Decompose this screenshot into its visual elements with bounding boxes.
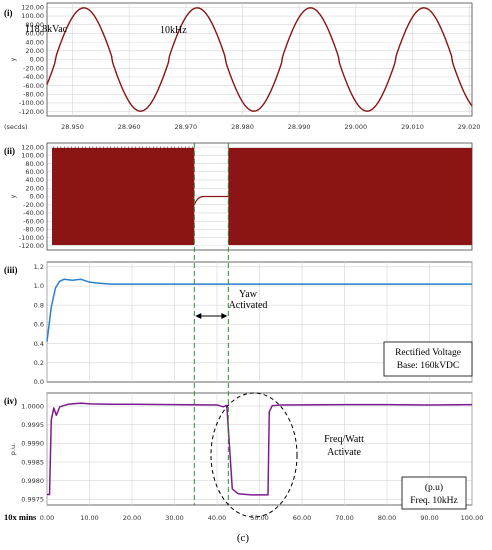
y-tick-label: 60.00 bbox=[25, 168, 44, 176]
y-tick-label: 0.9985 bbox=[21, 458, 44, 466]
y-tick-label: -20.00 bbox=[23, 64, 44, 72]
y-axis-label: y bbox=[9, 57, 17, 61]
frequency-base-label: Freq. 10kHz bbox=[410, 496, 458, 506]
x-tick-label: 20.00 bbox=[123, 514, 142, 522]
y-tick-label: 40.00 bbox=[25, 38, 44, 46]
y-tick-label: -120.00 bbox=[19, 242, 44, 250]
y-tick-label: 100.00 bbox=[21, 12, 44, 20]
y-tick-label: 80.00 bbox=[25, 21, 44, 29]
x-tick-label: 50.00 bbox=[250, 514, 269, 522]
x-tick-label: 28.980 bbox=[231, 123, 254, 131]
series-line-frequency bbox=[47, 402, 473, 496]
yaw-annotation-line1: Yaw bbox=[239, 289, 258, 300]
rectified-voltage-legend-box bbox=[383, 341, 473, 377]
y-tick-label: 0.6 bbox=[34, 321, 44, 329]
y-axis-label: p.u. bbox=[9, 443, 17, 455]
y-tick-label: 0.00 bbox=[30, 193, 44, 201]
y-tick-label: 0.9975 bbox=[21, 496, 44, 504]
waveform-envelope-left bbox=[52, 147, 195, 246]
y-tick-label: 20.00 bbox=[25, 47, 44, 55]
voltage-annotation: 118.8kVac bbox=[25, 24, 68, 35]
rectified-voltage-label: Rectified Voltage bbox=[395, 347, 461, 358]
x-tick-label: 29.000 bbox=[344, 123, 367, 131]
y-tick-label: 100.00 bbox=[21, 152, 44, 160]
panel-iii: 1.2 1.0 0.8 0.6 0.4 0.2 0.0 bbox=[34, 261, 473, 386]
y-tick-label: -80.00 bbox=[23, 226, 44, 234]
y-tick-label: 1.0 bbox=[34, 282, 44, 290]
y-tick-label: 0.2 bbox=[34, 359, 44, 367]
y-tick-label: 0.9995 bbox=[21, 421, 44, 429]
freq-watt-annotation-line1: Freq/Watt bbox=[324, 434, 364, 445]
panel-iv: 1.0000 0.9995 0.9990 0.9985 0.9980 0.9975 p.u.… bbox=[9, 392, 484, 522]
y-tick-label: 0.9980 bbox=[21, 477, 44, 485]
freq-watt-annotation-line2: Activate bbox=[327, 447, 361, 458]
frequency-legend-box bbox=[401, 476, 467, 510]
y-tick-label: 120.00 bbox=[21, 4, 44, 12]
arrowhead-right bbox=[221, 313, 228, 319]
y-tick-label: -100.00 bbox=[19, 99, 44, 107]
x-unit-label-top: (secds) bbox=[4, 123, 28, 131]
waveform-envelope-right bbox=[228, 147, 472, 246]
x-tick-label: 100.00 bbox=[461, 514, 484, 522]
panel-label-iii: (iii) bbox=[4, 265, 18, 275]
y-tick-label: 0.8 bbox=[34, 301, 44, 309]
y-tick-label: 0.0 bbox=[34, 378, 44, 386]
frequency-annotation: 10kHz bbox=[160, 25, 187, 36]
waveform-decay-line bbox=[193, 195, 229, 205]
y-tick-label: 1.2 bbox=[34, 263, 44, 271]
pu-label: (p.u) bbox=[425, 482, 443, 493]
y-tick-label: -40.00 bbox=[23, 209, 44, 217]
y-tick-label: -80.00 bbox=[23, 90, 44, 98]
series-line-rectified-voltage bbox=[46, 278, 472, 342]
y-tick-label: -40.00 bbox=[23, 73, 44, 81]
x-tick-label: 10.00 bbox=[80, 514, 99, 522]
x-tick-label: 28.950 bbox=[61, 123, 84, 131]
y-tick-label: 0.00 bbox=[30, 56, 44, 64]
y-tick-label: 0.4 bbox=[34, 340, 44, 348]
x-tick-label: 30.00 bbox=[165, 514, 184, 522]
x-tick-label: 29.020 bbox=[458, 123, 481, 131]
base-voltage-label: Base: 160kVDC bbox=[397, 361, 460, 371]
x-tick-label: 28.970 bbox=[174, 123, 197, 131]
y-tick-label: -100.00 bbox=[19, 234, 44, 242]
panel-label-iv: (iv) bbox=[4, 396, 17, 406]
arrowhead-left bbox=[195, 313, 202, 319]
panel-ii: 120.00100.0080.0060.0040.0020.000.00-20.… bbox=[9, 142, 473, 251]
x-tick-label: 28.990 bbox=[288, 123, 311, 131]
figure-label: (c) bbox=[237, 532, 250, 544]
x-unit-label-bottom: 10x mins bbox=[4, 512, 37, 522]
x-tick-label: 90.00 bbox=[420, 514, 439, 522]
y-tick-label: 60.00 bbox=[25, 30, 44, 38]
y-tick-label: 40.00 bbox=[25, 176, 44, 184]
panel-label-i: (i) bbox=[4, 8, 13, 18]
x-tick-label: 0.00 bbox=[40, 514, 54, 522]
y-tick-label: 20.00 bbox=[25, 184, 44, 192]
annotation-overlay bbox=[193, 143, 298, 518]
y-tick-label: -20.00 bbox=[23, 201, 44, 209]
freq-watt-highlight-ellipse bbox=[210, 392, 298, 518]
y-tick-label: -120.00 bbox=[19, 108, 44, 116]
x-tick-label: 40.00 bbox=[208, 514, 227, 522]
y-tick-label: 1.0000 bbox=[21, 402, 44, 410]
x-tick-label: 70.00 bbox=[335, 514, 354, 522]
plot-frame bbox=[46, 2, 473, 117]
x-tick-label: 80.00 bbox=[378, 514, 397, 522]
x-tick-label: 60.00 bbox=[293, 514, 312, 522]
series-line-ac-voltage bbox=[46, 7, 473, 112]
x-tick-label: 28.960 bbox=[118, 123, 141, 131]
yaw-annotation-line2: Activated bbox=[229, 300, 268, 311]
y-tick-label: 120.00 bbox=[21, 143, 44, 151]
y-tick-label: -60.00 bbox=[23, 217, 44, 225]
panel-label-ii: (ii) bbox=[4, 146, 15, 156]
y-tick-label: 80.00 bbox=[25, 160, 44, 168]
y-tick-label: -60.00 bbox=[23, 82, 44, 90]
y-tick-label: 0.9990 bbox=[21, 440, 44, 448]
x-tick-label: 29.010 bbox=[401, 123, 424, 131]
panel-i: 120.00100.0080.0060.0040.0020.000.00-20.… bbox=[9, 2, 481, 131]
y-axis-label: y bbox=[9, 194, 17, 198]
